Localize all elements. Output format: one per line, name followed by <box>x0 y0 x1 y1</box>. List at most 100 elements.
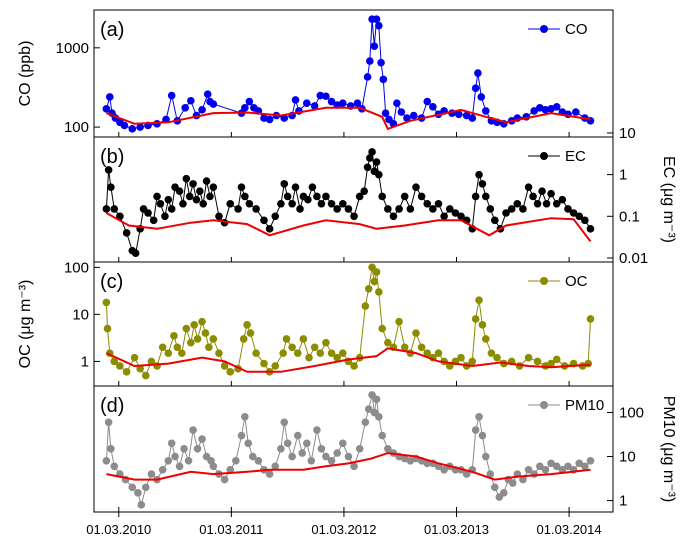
data-point <box>237 431 246 440</box>
data-point <box>575 459 584 468</box>
data-point <box>198 317 206 326</box>
data-point <box>552 103 561 111</box>
data-point <box>282 335 291 343</box>
data-point <box>586 225 595 233</box>
data-point <box>243 321 251 329</box>
data-point <box>524 465 533 474</box>
data-point <box>209 462 218 471</box>
data-point <box>317 199 326 208</box>
data-point <box>586 457 595 465</box>
data-point <box>248 452 257 461</box>
data-point <box>190 321 198 329</box>
data-point <box>564 462 572 471</box>
data-point <box>209 100 218 108</box>
data-point <box>378 431 387 440</box>
data-point <box>361 418 370 427</box>
data-point <box>397 108 406 116</box>
y-tick-label: 10 <box>619 125 636 142</box>
data-point <box>122 368 131 376</box>
data-point <box>478 180 487 188</box>
data-point <box>305 353 313 362</box>
data-point <box>182 324 191 333</box>
data-point <box>302 99 311 108</box>
data-point <box>457 353 465 362</box>
data-point <box>486 205 495 213</box>
data-point <box>524 183 533 191</box>
data-point <box>370 277 379 286</box>
data-point <box>474 69 482 77</box>
data-point <box>141 371 150 380</box>
data-point <box>239 335 248 343</box>
data-point <box>271 212 280 221</box>
data-point <box>185 192 194 201</box>
panel-d: 1 10 100 PM10 (μg m⁻³) (d) PM10 <box>93 385 677 513</box>
data-point <box>451 209 460 217</box>
legend-marker <box>540 152 548 160</box>
data-point <box>316 91 325 100</box>
data-point <box>423 97 432 106</box>
data-point <box>575 212 584 221</box>
data-point <box>429 205 437 213</box>
data-point <box>536 462 544 471</box>
data-point <box>379 75 388 84</box>
data-point <box>434 349 443 357</box>
data-point <box>355 444 364 453</box>
data-point <box>509 479 517 487</box>
data-point <box>313 426 321 434</box>
data-point <box>104 166 113 174</box>
panel-frame <box>93 385 614 513</box>
data-point <box>241 192 249 201</box>
data-point <box>533 357 542 366</box>
data-point <box>513 199 522 208</box>
data-point <box>487 349 496 357</box>
data-point <box>406 205 415 213</box>
data-point <box>175 462 184 471</box>
data-point <box>542 199 551 208</box>
data-point <box>107 444 115 453</box>
data-point <box>220 362 229 370</box>
data-point <box>310 343 319 352</box>
data-point <box>167 205 176 213</box>
data-point <box>389 212 398 221</box>
data-point <box>322 452 330 461</box>
x-tick-label: 01.03.2013 <box>424 522 489 537</box>
y-tick-label: 0.01 <box>619 250 648 267</box>
data-point <box>181 104 189 112</box>
data-point <box>327 349 336 357</box>
data-point <box>136 123 144 131</box>
data-point <box>149 216 158 225</box>
data-point <box>434 199 443 208</box>
data-point <box>226 368 235 376</box>
data-point <box>134 489 142 497</box>
data-point <box>180 444 188 453</box>
data-point <box>372 15 381 23</box>
data-point <box>344 205 353 213</box>
data-point <box>481 452 490 461</box>
data-point <box>454 110 463 119</box>
data-point <box>167 91 176 100</box>
data-point <box>417 192 426 201</box>
data-point <box>147 470 156 478</box>
data-point <box>552 355 561 364</box>
x-tick-label: 01.03.2014 <box>537 522 602 537</box>
data-point <box>440 465 448 474</box>
data-point <box>490 483 499 492</box>
data-point <box>478 431 487 440</box>
data-point <box>481 192 490 201</box>
data-point <box>291 96 300 104</box>
data-point <box>423 199 432 208</box>
data-point <box>502 209 510 217</box>
y-axis-label: CO (ppb) <box>17 41 34 107</box>
data-point <box>102 105 111 113</box>
data-point <box>293 431 302 440</box>
data-point <box>116 212 124 221</box>
data-point <box>547 459 555 468</box>
data-point <box>333 449 341 457</box>
data-point <box>372 158 381 166</box>
data-point <box>333 205 341 213</box>
data-point <box>475 412 483 421</box>
data-point <box>254 457 263 465</box>
data-point <box>244 439 253 448</box>
data-point <box>547 189 555 198</box>
